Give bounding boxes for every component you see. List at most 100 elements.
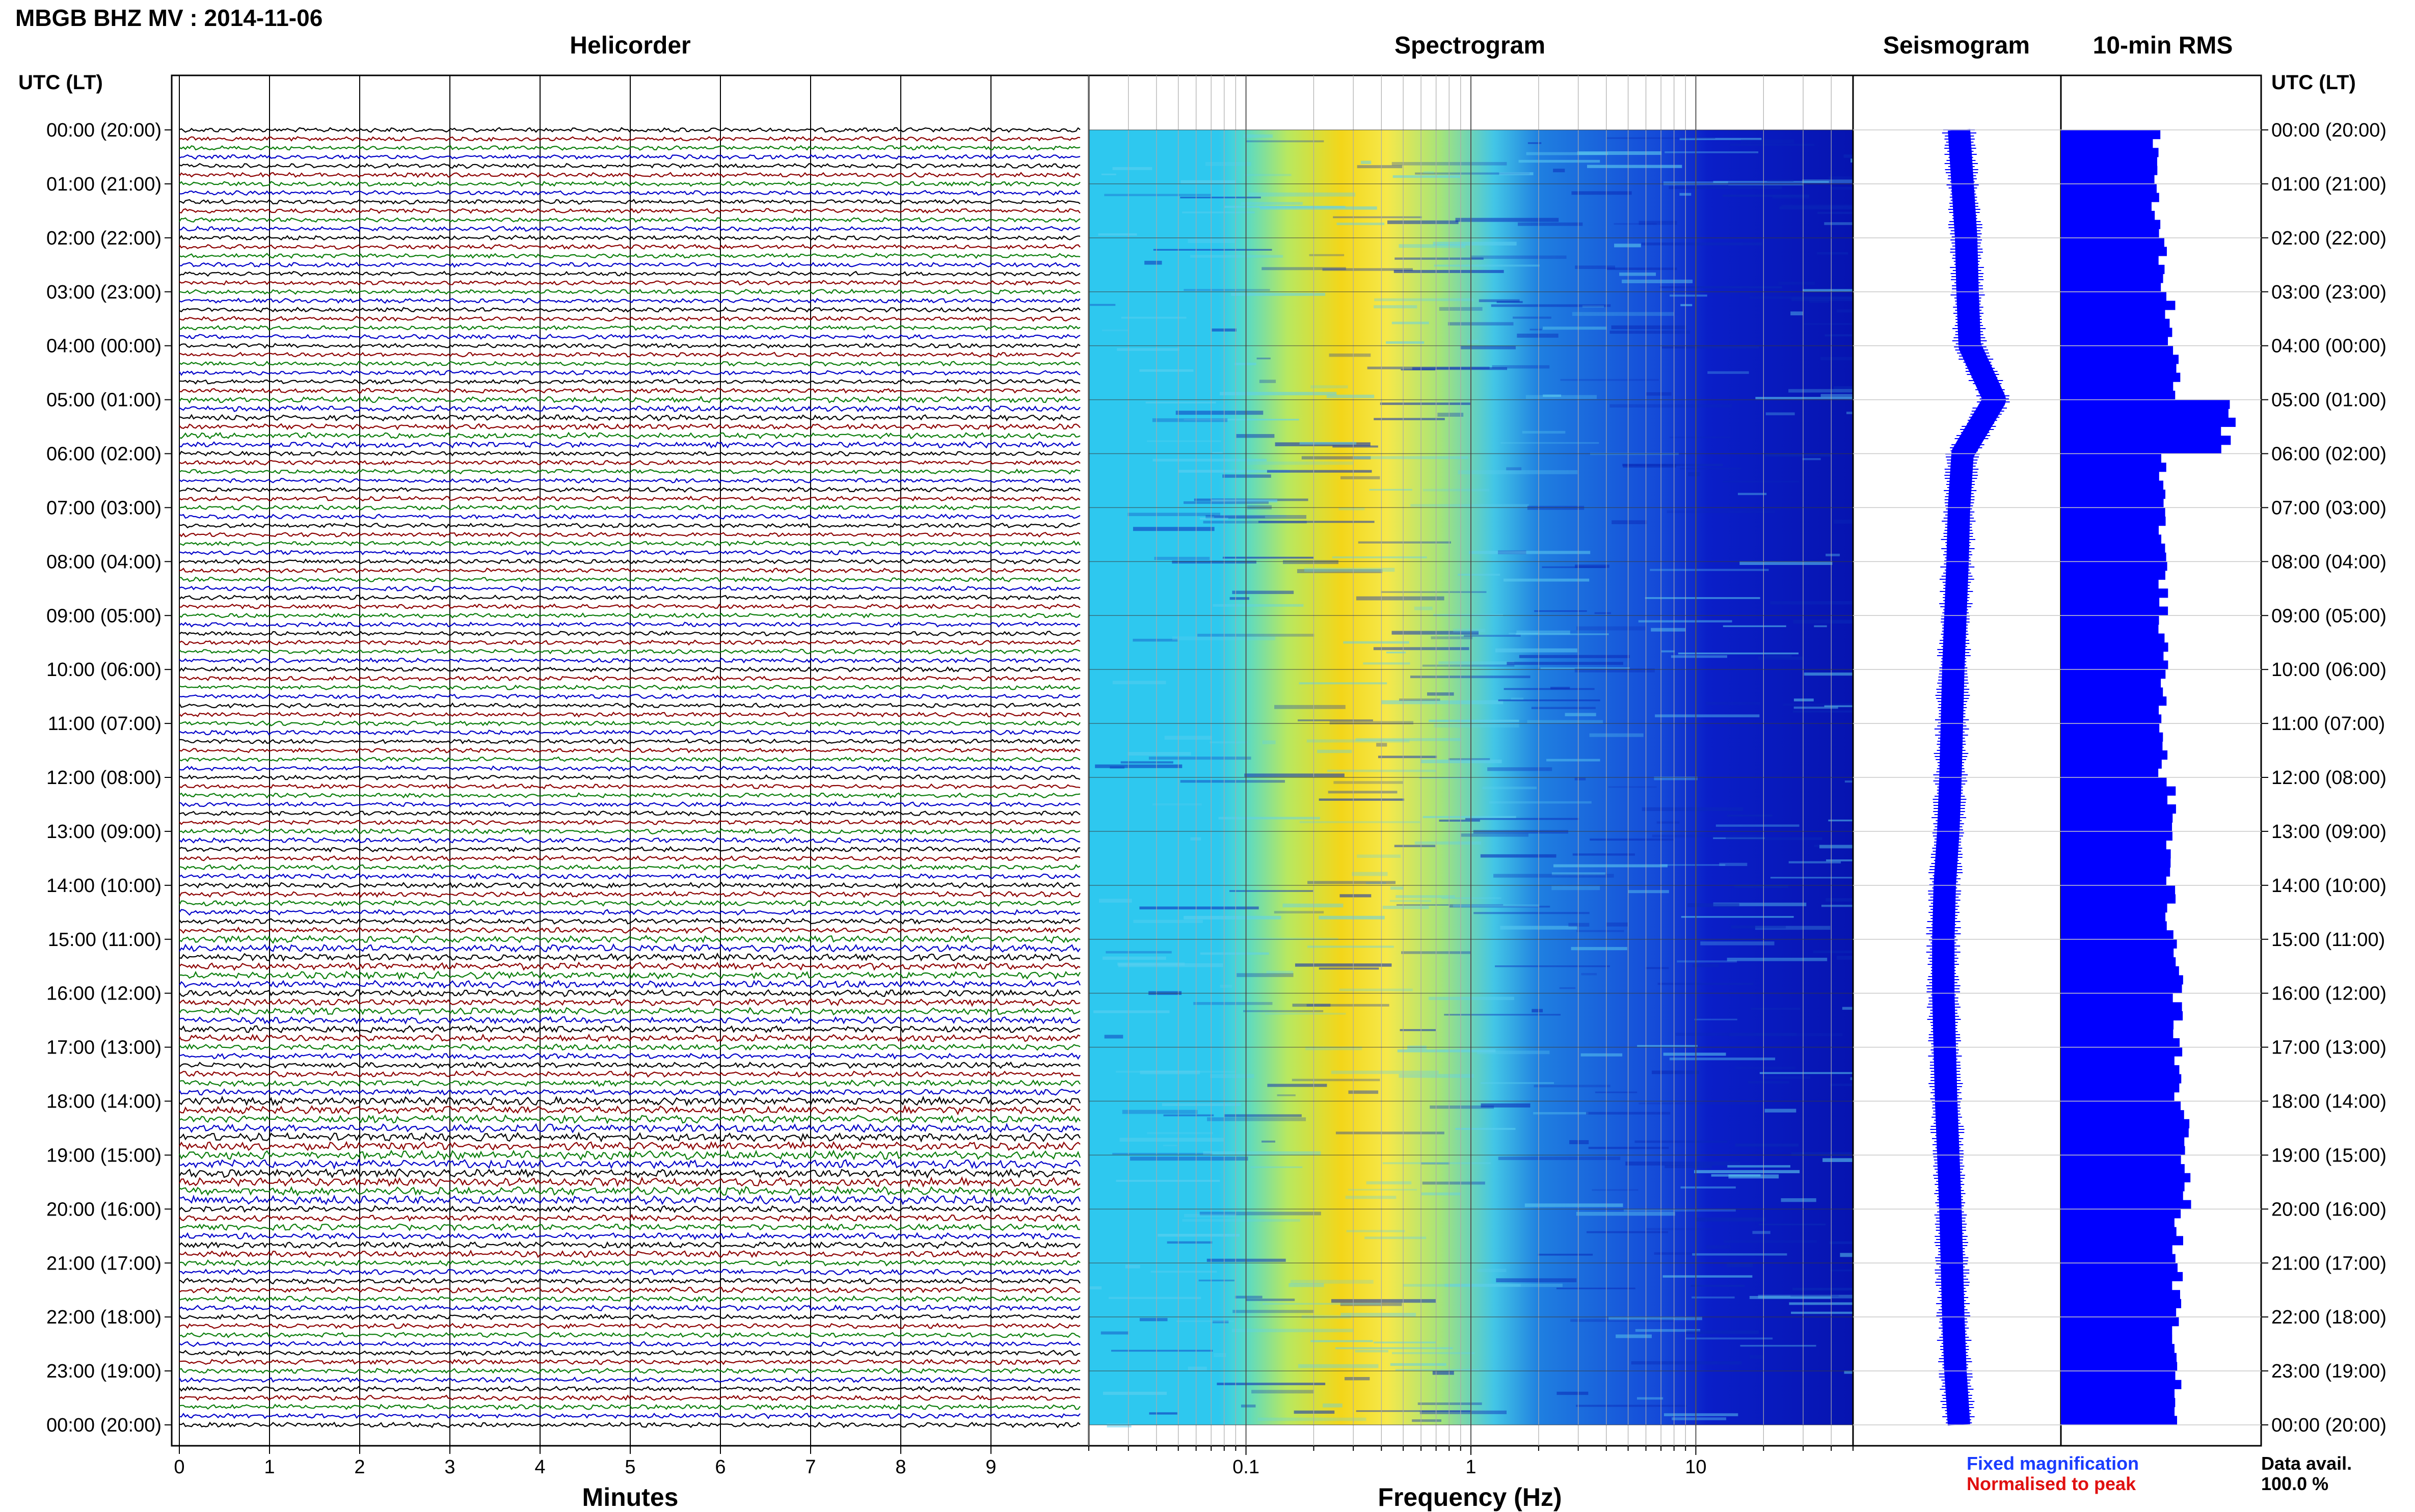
spectrogram-texture [1846, 412, 1853, 414]
spectrogram-texture [1098, 233, 1137, 236]
spectrogram-texture [1229, 597, 1250, 600]
helicorder-trace [179, 675, 1081, 682]
helicorder-trace [179, 1349, 1081, 1357]
spectrogram-texture [1148, 757, 1251, 760]
spectrogram-texture [1412, 1419, 1442, 1422]
helicorder-trace [179, 801, 1081, 807]
spectrogram-texture [1355, 738, 1461, 741]
spectrogram-texture [1205, 161, 1251, 166]
spectrogram-texture [1304, 568, 1395, 572]
row-label-left: 20:00 (16:00) [46, 1199, 162, 1220]
spectrogram-texture [1654, 776, 1698, 780]
row-label-right: 02:00 (22:00) [2271, 228, 2386, 249]
spectrogram-texture [1826, 859, 1853, 861]
minute-tick-label: 7 [805, 1456, 816, 1478]
spectrogram-texture [1355, 1349, 1388, 1353]
spectrogram-texture [1340, 476, 1380, 479]
spectrogram-texture [1691, 1285, 1745, 1287]
rms-bar [2061, 417, 2236, 427]
rms-bar [2061, 480, 2164, 490]
spectrogram-texture [1389, 900, 1432, 902]
spectrogram-texture [1277, 1094, 1296, 1096]
spectrogram-texture [1477, 1050, 1550, 1055]
rms-bar [2061, 768, 2159, 778]
spectrogram-texture [1692, 1297, 1735, 1299]
spectrogram-texture [1608, 786, 1657, 788]
spectrogram-texture [1182, 1219, 1300, 1222]
helicorder-trace [179, 1176, 1081, 1188]
helicorder-trace [179, 361, 1081, 367]
spectrogram-texture [1422, 664, 1515, 667]
spectrogram-texture [1781, 1198, 1816, 1202]
spectrogram-texture [1770, 601, 1853, 605]
spectrogram-texture [1481, 1103, 1531, 1108]
rms-bar [2061, 597, 2160, 607]
helicorder-trace [179, 306, 1081, 313]
row-label-left: 17:00 (13:00) [46, 1037, 162, 1059]
rms-bar [2061, 426, 2221, 436]
rms-bar [2061, 579, 2159, 589]
rms-bar [2061, 759, 2162, 769]
spectrogram-texture [1531, 707, 1596, 709]
spectrogram-texture [1222, 474, 1271, 478]
helicorder-trace [179, 217, 1081, 223]
helicorder-trace [179, 585, 1081, 592]
spectrogram-texture [1108, 1297, 1201, 1299]
spectrogram-texture [1410, 676, 1531, 679]
spectrogram-texture [1496, 1278, 1577, 1283]
spectrogram-texture [1496, 301, 1523, 303]
spectrogram-texture [1765, 412, 1795, 416]
helicorder-trace [179, 315, 1080, 322]
row-label-right: 19:00 (15:00) [2271, 1145, 2386, 1166]
helicorder-trace [179, 450, 1081, 457]
spectrogram-texture [1628, 890, 1669, 894]
row-label-right: 17:00 (13:00) [2271, 1037, 2386, 1059]
spectrogram-texture [1723, 480, 1800, 483]
spectrogram-texture [1101, 173, 1116, 176]
helicorder-trace [179, 909, 1081, 916]
spectrogram-texture [1335, 1131, 1444, 1135]
spectrogram-texture [1542, 327, 1607, 330]
spectrogram-texture [1493, 874, 1614, 878]
spectrogram-texture [1479, 299, 1520, 303]
spectrogram-texture [1729, 1033, 1843, 1036]
spectrogram-texture [1104, 1035, 1123, 1039]
data-avail-value: 100.0 % [2261, 1473, 2329, 1494]
spectrogram-texture [1802, 289, 1853, 292]
spectrogram-texture [1662, 1275, 1753, 1278]
spectrogram-texture [1241, 1405, 1256, 1408]
spectrogram-texture [1117, 348, 1179, 351]
spectrogram-texture [1267, 470, 1372, 473]
spectrogram-texture [1751, 1008, 1801, 1010]
helicorder-trace [179, 172, 1081, 178]
rms-bar [2061, 786, 2176, 796]
spectrogram-texture [1444, 1283, 1563, 1287]
spectrogram-texture [1140, 1070, 1200, 1074]
helicorder-trace [179, 765, 1081, 772]
spectrogram-texture [1728, 183, 1804, 186]
rms-panel [2060, 74, 2262, 1447]
helicorder-trace [179, 369, 1081, 376]
spectrogram-texture [1652, 1070, 1699, 1074]
spectrogram-texture [1172, 560, 1256, 564]
spectrogram-texture [1399, 244, 1466, 248]
spectrogram-texture [1164, 736, 1212, 740]
spectrogram-texture [1427, 692, 1454, 696]
helicorder-trace [179, 1095, 1081, 1106]
rms-bar [2061, 1002, 2182, 1012]
spectrogram-texture [1102, 956, 1166, 960]
spectrogram-texture [1772, 196, 1809, 199]
rms-bar [2061, 957, 2176, 967]
helicorder-trace [179, 1079, 1081, 1087]
spectrogram-texture [1232, 590, 1294, 595]
spectrogram-texture [1381, 700, 1504, 705]
rms-bar [2061, 193, 2159, 202]
spectrogram-texture [1290, 1280, 1374, 1284]
rms-bar [2061, 1380, 2182, 1389]
minute-tick-label: 2 [354, 1456, 365, 1478]
rms-bar [2061, 471, 2159, 481]
helicorder-trace [179, 136, 1081, 142]
spectrogram-texture [1665, 1165, 1712, 1169]
spectrogram-texture [1139, 906, 1259, 910]
rms-bar [2061, 894, 2176, 904]
